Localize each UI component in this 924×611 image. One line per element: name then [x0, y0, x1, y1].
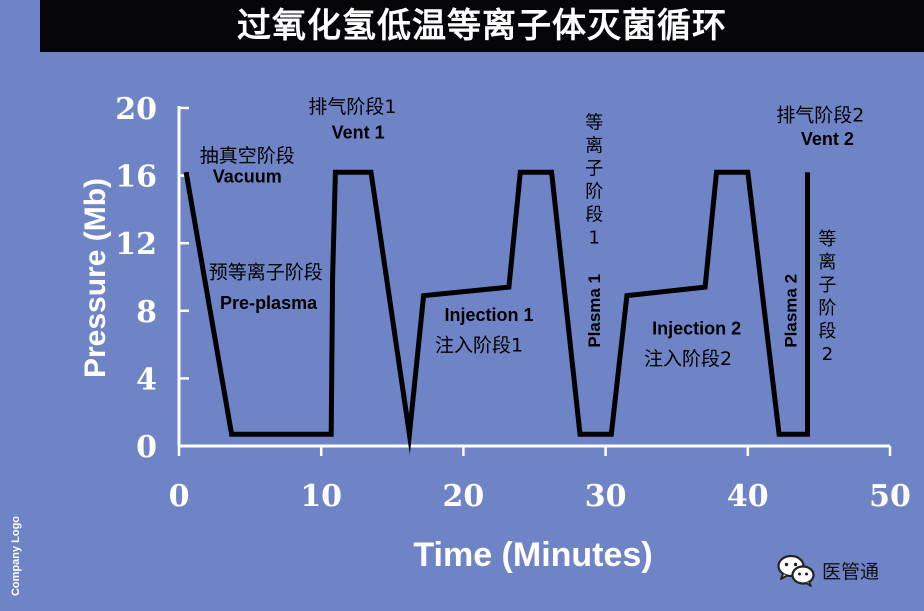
phase-annotation: 注入阶段1 [435, 334, 523, 356]
y-tick-label: 12 [115, 227, 157, 262]
phase-annotation-rotated: Plasma 1 [585, 274, 604, 348]
phase-annotation-rotated: Plasma 2 [782, 274, 801, 348]
phase-annotation: 预等离子阶段 [209, 262, 323, 284]
x-tick-label: 40 [727, 479, 769, 514]
page-title: 过氧化氢低温等离子体灭菌循环 [237, 6, 727, 46]
y-tick-label: 8 [136, 295, 157, 330]
phase-annotation: Pre-plasma [220, 293, 318, 313]
x-tick-label: 10 [300, 479, 342, 514]
title-bar [40, 0, 924, 52]
pressure-series-line [183, 169, 810, 455]
company-logo-text: Company Logo [10, 515, 22, 597]
phase-annotation: Injection 2 [652, 318, 741, 338]
watermark-text: 医管通 [822, 560, 880, 583]
phase-annotation: Vacuum [213, 166, 282, 186]
phase-annotation: 注入阶段2 [644, 348, 732, 370]
y-tick-label: 20 [115, 92, 157, 127]
phase-annotation: Vent 1 [332, 122, 385, 142]
phase-annotation-vertical: 等离子阶段 1 [585, 112, 603, 248]
phase-annotation: 排气阶段2 [776, 105, 864, 127]
phase-annotation: 抽真空阶段 [200, 145, 295, 167]
y-tick-label: 16 [115, 160, 157, 195]
watermark: 医管通 [776, 552, 879, 588]
x-tick-label: 50 [869, 479, 911, 514]
phase-annotation: Injection 1 [444, 305, 533, 325]
x-tick-label: 30 [585, 479, 627, 514]
phase-annotation: Vent 2 [801, 129, 854, 149]
phase-annotation-vertical: 等离子阶段 2 [818, 229, 836, 365]
y-axis-label: Pressure (Mb) [79, 178, 112, 378]
y-tick-label: 0 [136, 430, 157, 465]
x-axis-label: Time (Minutes) [413, 536, 652, 574]
x-tick-label: 0 [169, 479, 190, 514]
phase-annotation: 排气阶段1 [308, 96, 396, 118]
wechat-icon [777, 554, 815, 587]
y-tick-label: 4 [136, 362, 157, 397]
x-tick-label: 20 [443, 479, 485, 514]
